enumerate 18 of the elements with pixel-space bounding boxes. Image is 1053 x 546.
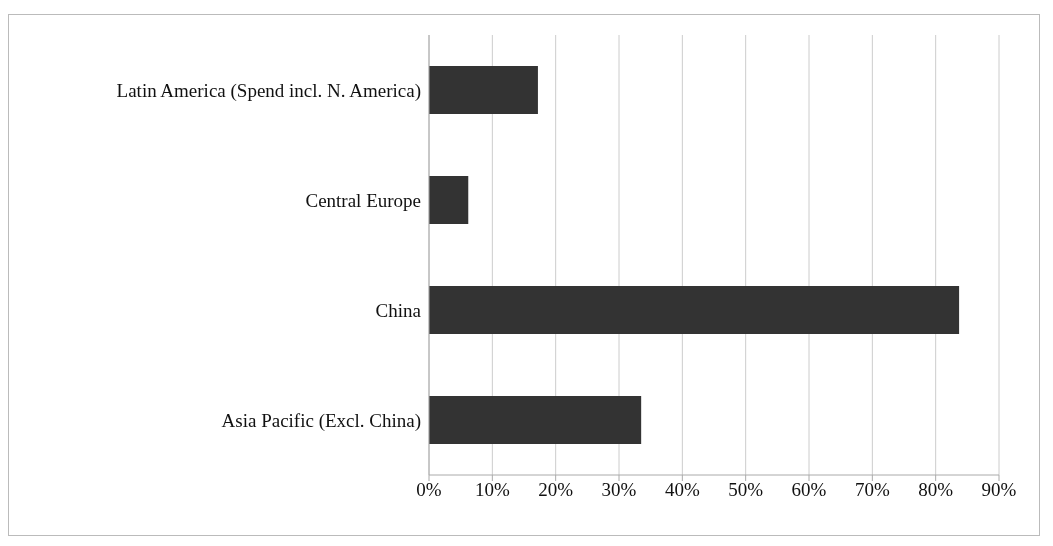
x-tick-label: 10% bbox=[474, 479, 510, 501]
bar bbox=[429, 396, 642, 444]
x-tick-label: 70% bbox=[854, 479, 890, 501]
x-tick-label: 90% bbox=[981, 479, 1017, 501]
x-tick-label: 20% bbox=[538, 479, 574, 501]
y-tick-label: Asia Pacific (Excl. China) bbox=[221, 409, 421, 432]
y-tick-label: Latin America (Spend incl. N. America) bbox=[116, 79, 421, 102]
y-tick-label: Central Europe bbox=[305, 189, 421, 211]
bar bbox=[429, 286, 960, 334]
y-tick-label: China bbox=[375, 299, 422, 321]
bar bbox=[429, 66, 538, 114]
x-tick-label: 50% bbox=[728, 479, 764, 501]
x-tick-label: 80% bbox=[918, 479, 954, 501]
x-tick-label: 60% bbox=[791, 479, 827, 501]
x-tick-label: 30% bbox=[601, 479, 637, 501]
bar bbox=[429, 176, 469, 224]
x-tick-label: 40% bbox=[664, 479, 700, 501]
x-tick-label: 0% bbox=[416, 479, 442, 501]
